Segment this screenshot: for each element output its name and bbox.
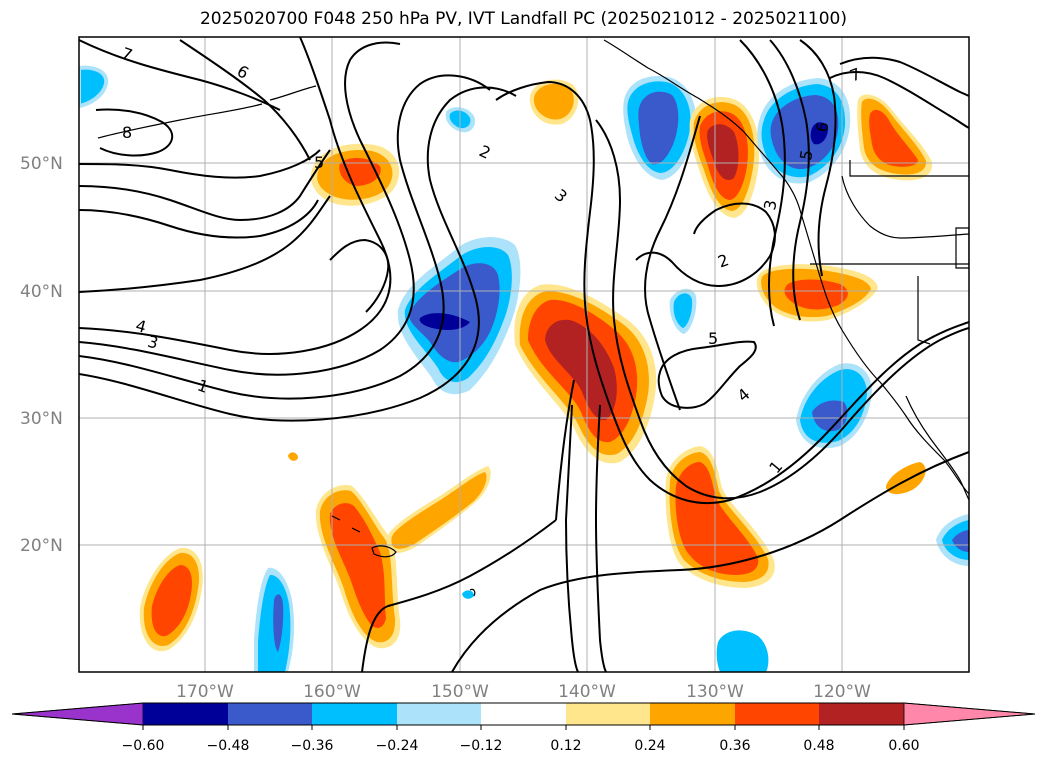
lon-label-140w: 140°W — [558, 682, 616, 702]
lat-label-40n: 40°N — [20, 282, 63, 302]
lon-label-120w: 120°W — [813, 682, 871, 702]
contour-label: 5 — [314, 153, 324, 172]
longitude-labels: 170°W 160°W 150°W 140°W 130°W 120°W — [176, 682, 871, 702]
colorbar-swatch — [650, 703, 735, 725]
colorbar-tick-label: −0.24 — [376, 738, 419, 754]
colorbar-ticks — [142, 725, 905, 730]
lon-label-130w: 130°W — [686, 682, 744, 702]
map-border — [78, 36, 970, 673]
colorbar-tick-label: −0.60 — [122, 738, 165, 754]
colorbar-over-triangle — [903, 702, 1036, 726]
colorbar-tick-label: 0.24 — [634, 738, 665, 754]
colorbar-tick-label: 0.36 — [719, 738, 750, 754]
map-title: 2025020700 F048 250 hPa PV, IVT Landfall… — [199, 9, 847, 29]
colorbar-tick-label: 0.60 — [888, 738, 919, 754]
contour-label: 8 — [122, 123, 132, 142]
lat-label-20n: 20°N — [20, 536, 63, 556]
colorbar-tick-label: −0.48 — [207, 738, 250, 754]
colorbar-swatch — [735, 703, 819, 725]
contour-label: 3 — [760, 198, 780, 211]
colorbar-tick-label: −0.12 — [460, 738, 503, 754]
colorbar-tick-label: −0.36 — [291, 738, 334, 754]
colorbar-swatch — [481, 703, 566, 725]
colorbar-swatch — [312, 703, 397, 725]
colorbar-under-triangle — [11, 702, 144, 726]
lat-label-30n: 30°N — [20, 409, 63, 429]
contour-label: 5 — [796, 148, 816, 161]
colorbar-swatch — [397, 703, 481, 725]
contour-label: 4 — [134, 316, 149, 337]
colorbar-swatch — [566, 703, 650, 725]
pv-contours — [79, 37, 969, 672]
colorbar: −0.60 −0.48 −0.36 −0.24 −0.12 0.12 0.24 … — [11, 702, 1036, 754]
colorbar-tick-label: 0.48 — [803, 738, 834, 754]
colorbar-swatch — [819, 703, 904, 725]
latitude-labels: 50°N 40°N 30°N 20°N — [20, 154, 63, 556]
contour-label: 5 — [708, 329, 718, 348]
lon-label-170w: 170°W — [176, 682, 234, 702]
colorbar-swatch — [143, 703, 228, 725]
contour-label: 6 — [812, 120, 832, 133]
lon-label-150w: 150°W — [431, 682, 489, 702]
map-content: 7 6 8 5 2 3 4 3 1 2 5 4 1 3 5 6 7 — [79, 37, 969, 672]
coastlines — [97, 39, 969, 597]
colorbar-tick-label: 0.12 — [550, 738, 581, 754]
lat-label-50n: 50°N — [20, 154, 63, 174]
lon-label-160w: 160°W — [303, 682, 361, 702]
colorbar-swatch — [228, 703, 312, 725]
contour-label: 3 — [146, 332, 161, 353]
